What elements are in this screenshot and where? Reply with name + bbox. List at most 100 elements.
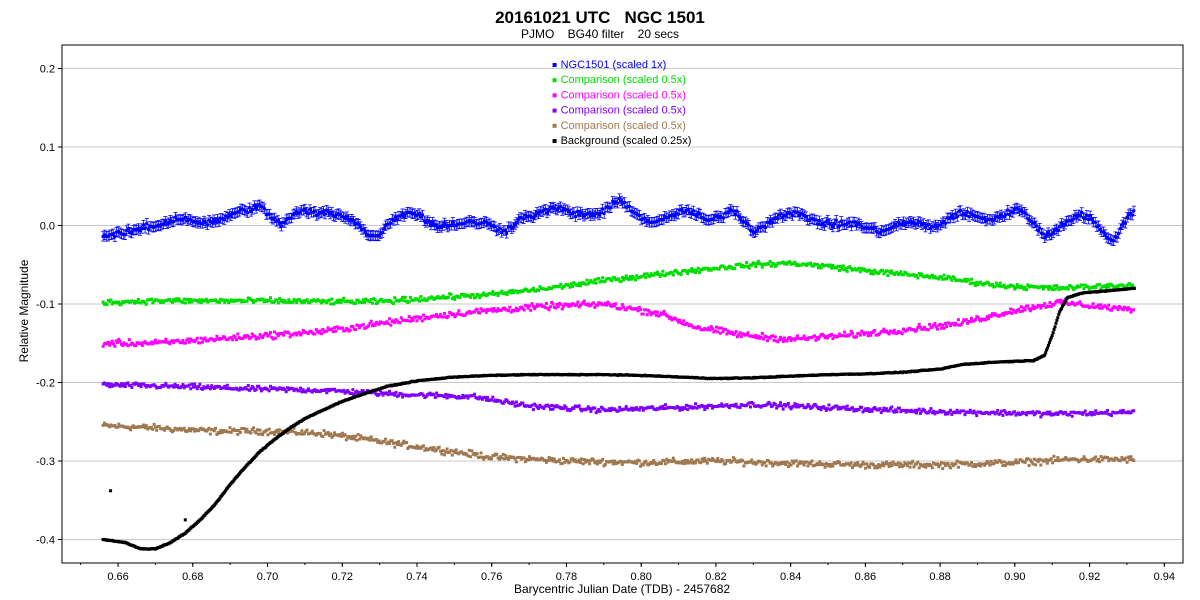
data-point (623, 276, 627, 280)
data-point (748, 228, 752, 232)
data-point (313, 332, 317, 336)
data-point (743, 220, 747, 224)
data-point (686, 272, 690, 276)
data-point (129, 383, 133, 387)
data-point (670, 271, 674, 275)
data-point (297, 330, 301, 334)
data-point (448, 450, 452, 454)
data-point (286, 386, 290, 390)
data-point (496, 294, 500, 298)
data-point (547, 308, 551, 312)
data-point (694, 271, 698, 275)
data-point (1041, 287, 1045, 291)
data-point (1021, 286, 1025, 290)
data-point (586, 459, 590, 463)
data-point (950, 278, 954, 282)
data-point (538, 285, 542, 289)
data-point (877, 271, 881, 275)
data-point (644, 276, 648, 280)
data-point (585, 212, 589, 216)
data-point (355, 389, 359, 393)
data-point (690, 267, 694, 271)
data-point (917, 466, 921, 470)
data-point (701, 459, 705, 463)
data-point (436, 226, 440, 230)
data-point (929, 407, 933, 411)
data-point (730, 265, 734, 269)
data-point (915, 273, 919, 277)
data-point (280, 331, 284, 335)
data-point (394, 441, 398, 445)
data-point (473, 310, 477, 314)
data-point (368, 234, 372, 238)
data-point (1081, 283, 1085, 287)
data-point (160, 299, 164, 303)
data-point (915, 328, 919, 332)
data-point (661, 217, 665, 221)
data-point (680, 322, 684, 326)
data-point (1001, 464, 1005, 468)
data-point (223, 300, 227, 304)
data-point (207, 426, 211, 430)
data-point (879, 463, 883, 467)
data-point (547, 405, 551, 409)
data-point (627, 278, 631, 282)
data-point (310, 390, 314, 394)
data-point (734, 402, 738, 406)
data-point (1121, 283, 1125, 287)
data-point (360, 227, 364, 231)
data-point (971, 411, 975, 415)
data-point (153, 338, 157, 342)
data-point (467, 448, 471, 452)
data-point (973, 465, 977, 469)
data-point (1009, 307, 1013, 311)
data-point (934, 325, 938, 329)
data-point (848, 463, 852, 467)
data-point (828, 263, 832, 267)
data-point (1111, 284, 1115, 288)
data-point (338, 432, 342, 436)
data-point (789, 212, 793, 216)
data-point (670, 459, 674, 463)
data-point (686, 208, 690, 212)
data-point (612, 304, 616, 308)
data-point (760, 331, 764, 335)
data-point (543, 207, 547, 211)
data-point (278, 428, 282, 432)
data-point (533, 307, 537, 311)
data-point (750, 263, 754, 267)
data-point (954, 321, 958, 325)
data-point (1082, 287, 1086, 291)
data-point (187, 300, 191, 304)
data-point (933, 412, 937, 416)
series-4 (101, 421, 1136, 471)
data-point (189, 387, 193, 391)
data-point (792, 210, 796, 214)
data-point (836, 334, 840, 338)
data-point (561, 456, 565, 460)
data-point (827, 463, 831, 467)
data-point (714, 325, 718, 329)
data-point (760, 225, 764, 229)
data-point (1120, 411, 1124, 415)
data-point (293, 431, 297, 435)
data-point (755, 461, 759, 465)
data-point (1099, 455, 1103, 459)
data-point (981, 283, 985, 287)
data-point (582, 299, 586, 303)
data-point (1128, 307, 1132, 311)
data-point (250, 298, 254, 302)
data-point (786, 401, 790, 405)
data-point (563, 460, 567, 464)
data-point (1099, 287, 1103, 291)
data-point (530, 302, 534, 306)
data-point (695, 268, 699, 272)
data-point (695, 326, 699, 330)
data-point (282, 333, 286, 337)
data-point (246, 383, 250, 387)
data-point (293, 299, 297, 303)
data-point (367, 436, 371, 440)
data-point (151, 301, 155, 305)
data-point (645, 272, 649, 276)
data-point (581, 462, 585, 466)
